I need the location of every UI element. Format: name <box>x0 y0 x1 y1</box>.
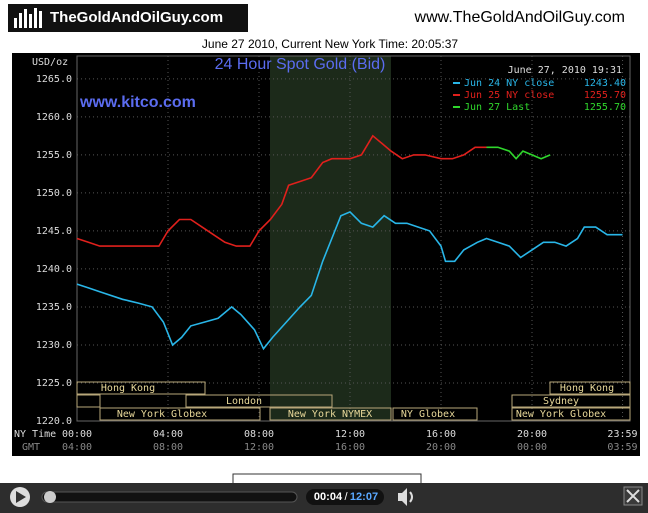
y-tick-label: 1255.0 <box>36 150 72 161</box>
y-tick-label: 1265.0 <box>36 74 72 85</box>
y-tick-label: 1240.0 <box>36 264 72 275</box>
x-tick-label: 12:00 <box>335 429 365 440</box>
time-separator: / <box>344 491 348 503</box>
y-axis-label: USD/oz <box>32 57 68 68</box>
chart-title: 24 Hour Spot Gold (Bid) <box>215 56 386 73</box>
y-tick-label: 1225.0 <box>36 378 72 389</box>
x2-row-label: GMT <box>22 442 40 453</box>
x-tick-label: 16:00 <box>426 429 456 440</box>
x2-tick-label: 20:00 <box>426 442 456 453</box>
y-tick-label: 1235.0 <box>36 302 72 313</box>
session-label: NY Globex <box>401 409 455 420</box>
y-tick-label: 1230.0 <box>36 340 72 351</box>
elapsed-time: 00:04 <box>314 491 343 503</box>
series-line <box>486 146 551 160</box>
x2-tick-label: 12:00 <box>244 442 274 453</box>
x2-tick-label: 00:00 <box>517 442 547 453</box>
y-tick-label: 1245.0 <box>36 226 72 237</box>
session-label: Hong Kong <box>560 383 614 394</box>
legend-label: Jun 27 Last <box>464 102 530 113</box>
y-tick-label: 1220.0 <box>36 416 72 427</box>
logo-icon <box>14 8 42 28</box>
volume-button[interactable] <box>398 488 413 506</box>
watermark: www.kitco.com <box>79 94 196 111</box>
time-box <box>306 489 384 505</box>
logo-box <box>8 4 248 32</box>
x2-tick-label: 03:59 <box>607 442 637 453</box>
x-tick-label: 08:00 <box>244 429 274 440</box>
session-label: London <box>226 396 262 407</box>
time-line: June 27 2010, Current New York Time: 20:… <box>202 37 458 51</box>
x-tick-label: 00:00 <box>62 429 92 440</box>
x2-tick-label: 08:00 <box>153 442 183 453</box>
play-button[interactable] <box>10 487 30 507</box>
caption-box <box>232 473 422 485</box>
legend-label: Jun 25 NY close <box>464 90 554 101</box>
y-tick-label: 1260.0 <box>36 112 72 123</box>
plot: 1220.0 1225.0 1230.0 1235.0 1240.0 1245.0 1250… <box>36 55 638 453</box>
session-boxes <box>76 381 631 421</box>
legend-value: 1255.70 <box>584 90 626 101</box>
series-line <box>76 134 487 247</box>
session-label: Sydney <box>543 396 579 407</box>
site-url: www.TheGoldAndOilGuy.com <box>414 9 625 26</box>
legend-label: Jun 24 NY close <box>464 78 554 89</box>
nymex-shade <box>270 56 391 421</box>
y-tick-label: 1250.0 <box>36 188 72 199</box>
x-tick-label: 20:00 <box>517 429 547 440</box>
session-label: New York Globex <box>117 409 207 420</box>
x2-tick-label: 04:00 <box>62 442 92 453</box>
legend-value: 1243.40 <box>584 78 626 89</box>
legend-value: 1255.70 <box>584 102 626 113</box>
x-tick-label: 23:59 <box>607 429 637 440</box>
session-label: New York NYMEX <box>288 409 372 420</box>
seek-handle[interactable] <box>44 491 56 503</box>
seek-bar[interactable] <box>41 491 298 503</box>
x2-tick-label: 16:00 <box>335 442 365 453</box>
series-line <box>76 210 623 351</box>
session-label: Hong Kong <box>101 383 155 394</box>
session-label: New York Globex <box>516 409 606 420</box>
total-time: 12:07 <box>350 491 378 503</box>
x-row-label: NY Time <box>14 429 56 440</box>
x-tick-label: 04:00 <box>153 429 183 440</box>
logo-text: TheGoldAndOilGuy.com <box>50 9 223 26</box>
timestamp: June 27, 2010 19:31 <box>508 65 622 76</box>
fullscreen-button[interactable] <box>623 486 643 506</box>
